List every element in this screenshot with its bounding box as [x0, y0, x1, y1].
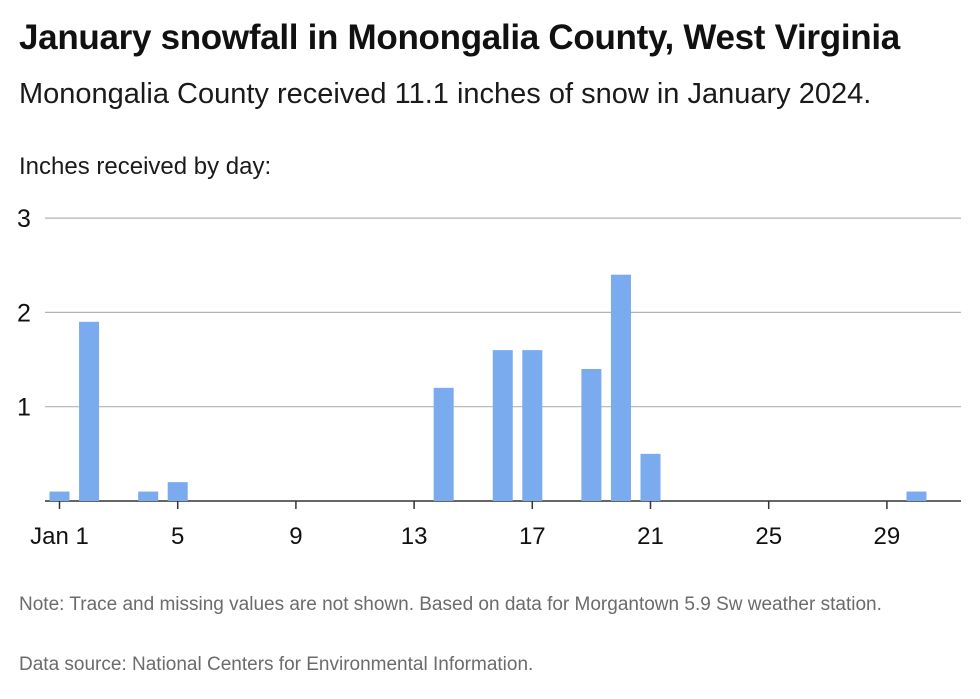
y-axis-label: Inches received by day: — [19, 153, 272, 180]
x-tick-label: 29 — [874, 523, 901, 550]
bar — [906, 491, 927, 501]
x-tick-label: 17 — [519, 523, 546, 550]
y-tick-label: 2 — [17, 299, 31, 327]
bar — [610, 274, 631, 501]
chart-title: January snowfall in Monongalia County, W… — [19, 18, 900, 57]
x-tick-label: Jan 1 — [30, 523, 89, 550]
y-tick-label: 1 — [17, 394, 31, 422]
x-tick-label: 9 — [289, 523, 302, 550]
bar — [167, 482, 188, 501]
bar — [79, 321, 100, 501]
x-tick-label: 5 — [171, 523, 184, 550]
x-tick-label: 13 — [401, 523, 428, 550]
bar-chart: 1 2 3 Jan 1 5 9 13 17 21 25 29 — [17, 205, 961, 550]
bar — [49, 491, 70, 501]
chart-subtitle: Monongalia County received 11.1 inches o… — [19, 78, 872, 110]
bar — [138, 491, 159, 501]
bar — [433, 387, 454, 501]
bar — [522, 350, 543, 501]
x-tick-label: 25 — [755, 523, 782, 550]
y-tick-label: 3 — [17, 205, 31, 233]
chart-note: Note: Trace and missing values are not s… — [19, 594, 882, 615]
x-tick-label: 21 — [637, 523, 664, 550]
data-source: Data source: National Centers for Enviro… — [19, 654, 534, 675]
axis-ticks: 1 2 3 Jan 1 5 9 13 17 21 25 29 — [17, 205, 900, 550]
bars — [49, 274, 927, 501]
bar — [581, 368, 602, 501]
bar — [492, 350, 513, 501]
bar — [640, 453, 661, 501]
